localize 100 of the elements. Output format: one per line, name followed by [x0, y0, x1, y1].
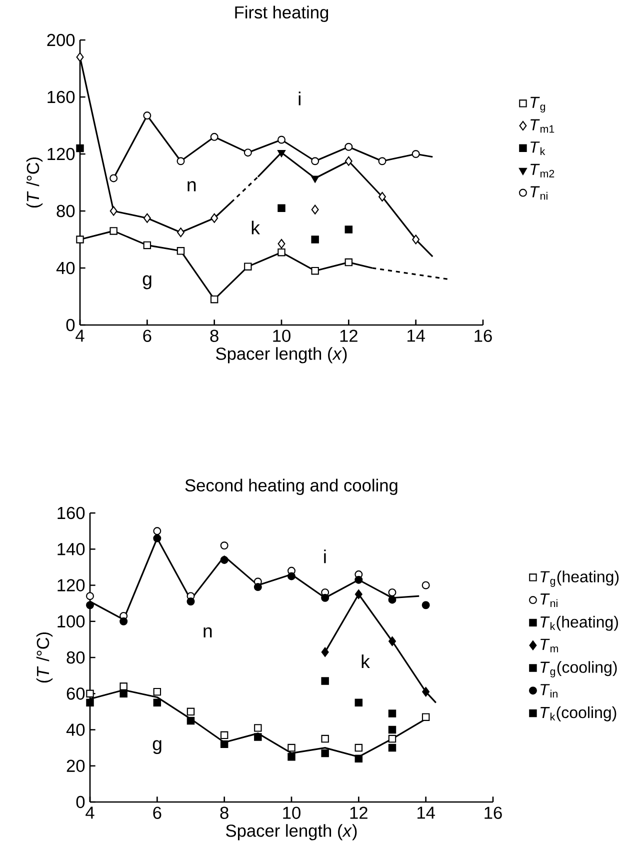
- annotation: g: [142, 275, 152, 290]
- point: [354, 589, 362, 600]
- point: [176, 247, 185, 255]
- point: [344, 226, 353, 234]
- point: [288, 752, 296, 761]
- point: [412, 150, 420, 158]
- x-axis-title: Spacer length (x): [216, 347, 347, 364]
- point: [388, 636, 396, 646]
- point: [354, 754, 363, 763]
- point: [210, 295, 218, 304]
- x-tick-label: 10: [273, 330, 290, 342]
- point: [110, 174, 118, 182]
- x-tick-label: 12: [350, 806, 368, 819]
- annotation: n: [188, 181, 196, 192]
- point: [153, 698, 162, 707]
- y-tick-label: 140: [58, 542, 85, 556]
- point: [143, 241, 152, 250]
- point: [311, 157, 320, 166]
- point: [378, 157, 386, 166]
- point: [388, 588, 396, 596]
- point: [288, 744, 296, 752]
- legend-label: T$_{k}$(cooling): [540, 706, 616, 722]
- point: [354, 576, 363, 584]
- x-tick-label: 10: [283, 806, 300, 819]
- y-axis-title: (T /°C): [36, 632, 53, 683]
- point: [278, 204, 286, 212]
- point: [278, 238, 286, 249]
- point: [311, 236, 319, 244]
- y-tick-label: 160: [58, 506, 85, 520]
- point: [76, 144, 84, 152]
- point: [176, 157, 185, 166]
- point: [220, 542, 228, 550]
- point: [321, 594, 330, 602]
- point: [388, 744, 396, 752]
- point: [76, 236, 84, 244]
- y-axis-title: (T /°C): [26, 157, 43, 208]
- legend-label: T$_{g}$(heating): [540, 570, 619, 587]
- legend-label: T$_{m1}$: [530, 119, 554, 133]
- annotation: k: [362, 654, 370, 668]
- chart-title: First heating: [235, 6, 328, 22]
- point: [210, 213, 218, 223]
- point: [287, 572, 296, 580]
- point: [220, 556, 228, 564]
- point: [278, 248, 286, 256]
- annotation: k: [252, 220, 260, 234]
- legend-label: T$_{g}$: [530, 96, 546, 113]
- point: [186, 716, 195, 725]
- legend-label: T$_{in}$: [540, 684, 558, 698]
- point: [153, 527, 162, 536]
- x-tick-label: 8: [210, 330, 218, 342]
- point: [388, 726, 396, 734]
- y-tick-label: 0: [76, 796, 85, 808]
- annotation: n: [204, 627, 212, 638]
- point: [120, 690, 128, 698]
- point: [354, 698, 363, 707]
- point: [86, 698, 94, 707]
- y-tick-label: 80: [66, 651, 85, 664]
- point: [388, 596, 396, 604]
- point: [254, 733, 262, 741]
- legend-label: T$_{ni}$: [530, 186, 548, 200]
- y-tick-label: 80: [56, 204, 75, 218]
- point: [422, 713, 430, 721]
- point: [321, 677, 329, 685]
- point: [186, 708, 195, 716]
- annotation: i: [298, 92, 300, 106]
- x-tick-label: 14: [408, 330, 425, 342]
- x-tick-label: 6: [153, 806, 162, 819]
- point: [321, 734, 329, 743]
- x-axis-title: Spacer length (x): [226, 824, 357, 840]
- point: [153, 534, 162, 542]
- point: [210, 132, 218, 141]
- legend-label: T$_{ni}$: [540, 594, 558, 607]
- y-tick-label: 160: [48, 90, 75, 104]
- point: [422, 601, 430, 610]
- x-tick-label: 4: [76, 330, 84, 342]
- point: [388, 710, 396, 718]
- point: [244, 262, 252, 270]
- point: [422, 687, 430, 697]
- legend-label: T$_{m2}$: [530, 164, 554, 178]
- point: [186, 598, 195, 606]
- point: [177, 228, 184, 238]
- y-tick-label: 100: [58, 615, 85, 628]
- legend-label: T$_{k}$: [530, 142, 546, 155]
- point: [311, 176, 320, 183]
- point: [220, 740, 228, 748]
- y-tick-label: 40: [66, 724, 85, 736]
- point: [412, 234, 420, 244]
- point: [277, 136, 286, 144]
- y-tick-label: 0: [66, 318, 75, 332]
- point: [388, 734, 396, 743]
- point: [254, 724, 262, 732]
- point: [120, 682, 128, 690]
- point: [153, 688, 162, 696]
- point: [86, 690, 94, 698]
- x-tick-label: 16: [474, 330, 492, 342]
- y-tick-label: 200: [47, 34, 75, 46]
- point: [311, 204, 319, 214]
- point: [110, 227, 118, 235]
- point: [76, 52, 84, 62]
- point: [120, 617, 128, 626]
